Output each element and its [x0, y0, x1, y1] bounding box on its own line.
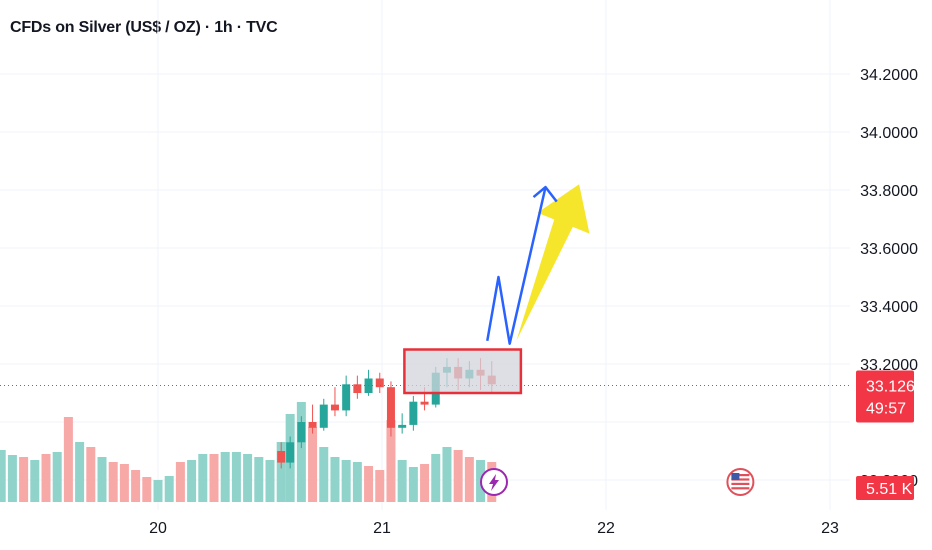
volume-bar	[330, 457, 340, 502]
candle-body	[319, 404, 328, 428]
volume-bar	[319, 447, 329, 502]
time-axis[interactable]: 20 21 22 23	[149, 520, 839, 537]
volume-bar	[375, 470, 385, 502]
candle-body	[409, 401, 418, 425]
candle-body	[353, 384, 362, 393]
volume-bar	[30, 460, 40, 502]
price-axis-label: 34.0000	[860, 125, 918, 142]
volume-bar	[19, 457, 29, 502]
volume-bar	[153, 480, 163, 502]
volume-bar	[352, 462, 362, 502]
volume-bar	[442, 447, 452, 502]
volume-bar	[187, 460, 197, 502]
volume-bar	[364, 466, 374, 502]
volume-bar	[209, 454, 219, 502]
volume-value: 5.51 K	[866, 481, 913, 498]
candle-body	[420, 401, 429, 405]
us-flag-icon-canton	[731, 473, 740, 480]
us-flag-icon-stripe	[731, 474, 750, 477]
volume-value-badge	[856, 476, 914, 500]
price-axis-label: 33.2000	[860, 357, 918, 374]
volume-bar	[431, 454, 441, 502]
volume-bars	[0, 402, 497, 502]
drawing-annotations[interactable]	[0, 184, 850, 496]
candle-body	[342, 384, 351, 411]
lightning-icon	[480, 468, 508, 496]
blue-path-arrowhead	[532, 185, 558, 203]
volume-bar	[108, 462, 118, 502]
volume-bar	[41, 454, 51, 502]
volume-bar	[386, 420, 396, 502]
volume-bar	[0, 450, 6, 502]
blue-projection-path	[486, 186, 547, 345]
volume-bar	[52, 452, 62, 502]
current-price-badge	[856, 370, 914, 423]
volume-bar	[63, 417, 73, 502]
volume-bar	[7, 455, 17, 502]
volume-bar	[198, 454, 208, 502]
volume-bar	[397, 460, 407, 502]
candle-body	[297, 422, 306, 443]
time-axis-label: 20	[149, 520, 167, 537]
current-price-value: 33.1260	[866, 378, 924, 395]
us-flag-icon	[726, 468, 755, 496]
volume-bar	[341, 460, 351, 502]
volume-bar	[75, 442, 85, 502]
candle-body	[308, 422, 317, 428]
yellow-target-arrow	[516, 184, 590, 341]
us-flag-icon-stripe	[731, 487, 750, 490]
candle-body	[386, 387, 395, 428]
price-axis-label: 33.6000	[860, 241, 918, 258]
volume-bar	[408, 467, 418, 502]
us-flag-icon-stripe	[731, 482, 750, 485]
volume-bar	[265, 460, 275, 502]
volume-bar	[86, 447, 96, 502]
candle-body	[286, 442, 295, 463]
volume-bar	[276, 442, 286, 502]
volume-bar	[164, 476, 174, 502]
volume-bar	[119, 464, 129, 502]
candle-body	[277, 451, 286, 463]
volume-bar	[97, 457, 107, 502]
resistance-zone-box	[403, 348, 523, 395]
volume-bar	[231, 452, 241, 502]
grid-lines	[0, 0, 850, 510]
volume-bar	[243, 454, 253, 502]
price-axis[interactable]: 34.2000 34.0000 33.8000 33.6000 33.4000 33.20…	[860, 67, 918, 490]
volume-bar	[296, 402, 306, 502]
volume-bar	[175, 462, 185, 502]
volume-bar	[142, 477, 152, 502]
volume-bar	[453, 450, 463, 502]
price-axis-label: 33.4000	[860, 299, 918, 316]
volume-bar	[464, 457, 474, 502]
candle-body	[398, 424, 407, 428]
price-axis-label: 33.8000	[860, 183, 918, 200]
us-flag-icon-ring	[726, 468, 755, 496]
price-axis-label: 34.2000	[860, 67, 918, 84]
time-axis-label: 23	[821, 520, 839, 537]
time-axis-label: 22	[597, 520, 615, 537]
axis-badges: 33.1260 49:57 5.51 K	[856, 370, 924, 500]
volume-bar	[131, 470, 141, 502]
volume-bar	[254, 457, 264, 502]
lightning-icon-bolt	[489, 474, 499, 491]
chart-title: CFDs on Silver (US$ / OZ) · 1h · TVC	[10, 19, 278, 36]
us-flag-icon-stripe	[731, 478, 750, 481]
candle-body	[330, 404, 339, 411]
time-axis-label: 21	[373, 520, 391, 537]
volume-bar	[420, 464, 430, 502]
bar-countdown: 49:57	[866, 400, 906, 417]
volume-bar	[308, 427, 318, 502]
candle-body	[375, 378, 384, 388]
volume-bar	[220, 452, 230, 502]
